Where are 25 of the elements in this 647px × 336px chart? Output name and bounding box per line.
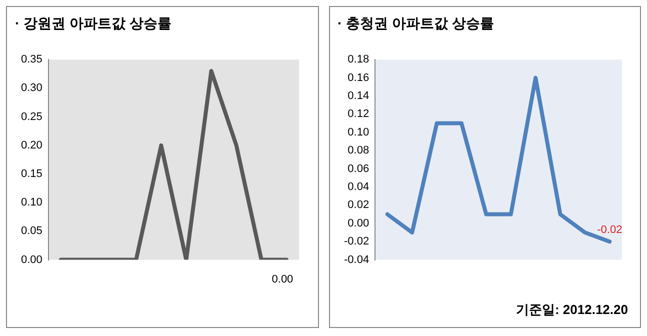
y-tick-label: 0.30 (20, 82, 42, 94)
y-tick-label: 0.25 (20, 110, 42, 123)
y-tick-label: 0.08 (347, 144, 369, 157)
y-tick-label: 0.20 (20, 139, 42, 152)
data-label: -0.02 (596, 224, 622, 236)
y-tick-label: 0.04 (347, 181, 369, 194)
y-tick-label: 0.00 (347, 217, 369, 230)
y-tick-label: 0.06 (347, 162, 369, 175)
y-tick-label: 0.15 (20, 168, 42, 180)
y-tick-label: 0.18 (347, 54, 369, 66)
y-tick-label: -0.04 (343, 254, 369, 266)
chart-title: · 강원권 아파트값 상승률 (15, 15, 172, 33)
y-tick-label: -0.02 (343, 236, 369, 248)
data-label: 0.00 (272, 273, 294, 286)
y-tick-label: 0.35 (20, 54, 42, 66)
y-tick-label: 0.10 (20, 196, 42, 209)
y-tick-label: 0.12 (347, 108, 369, 120)
y-tick-label: 0.05 (20, 225, 42, 238)
y-tick-label: 0.02 (347, 199, 369, 212)
text: 기준일: 2012.12.20 (516, 301, 628, 319)
y-tick-label: 0.14 (347, 90, 369, 102)
y-tick-label: 0.00 (20, 254, 42, 266)
y-tick-label: 0.16 (347, 72, 369, 84)
y-tick-label: 0.10 (347, 126, 369, 138)
chart-title: · 충청권 아파트값 상승률 (338, 15, 494, 33)
